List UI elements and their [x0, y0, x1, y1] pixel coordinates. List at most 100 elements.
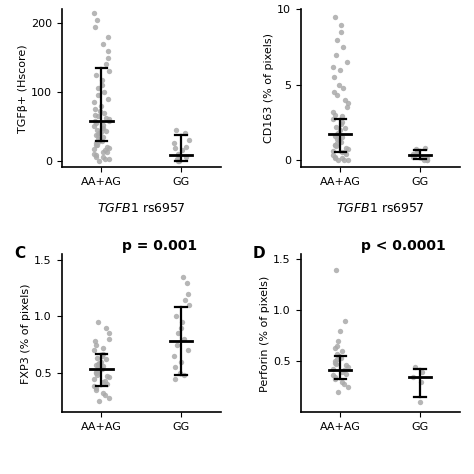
Point — [91, 105, 99, 113]
Point — [99, 40, 107, 47]
Point — [90, 375, 98, 383]
Point — [341, 96, 349, 103]
Point — [171, 375, 178, 383]
Point — [97, 358, 105, 365]
Point — [337, 355, 345, 362]
Point — [342, 144, 349, 152]
Point — [329, 365, 337, 373]
Point — [101, 146, 109, 154]
Point — [178, 319, 186, 326]
Point — [333, 342, 341, 350]
Point — [180, 335, 187, 343]
Point — [92, 131, 100, 139]
Point — [344, 363, 352, 370]
Point — [100, 344, 107, 352]
Point — [100, 109, 108, 116]
Point — [184, 290, 192, 298]
Point — [102, 356, 110, 363]
Point — [336, 81, 343, 89]
Point — [340, 380, 348, 388]
Point — [101, 155, 109, 162]
Point — [175, 151, 182, 159]
Point — [104, 47, 111, 55]
Point — [94, 91, 101, 99]
Point — [329, 63, 337, 71]
Point — [422, 155, 430, 163]
Point — [332, 143, 339, 150]
Point — [170, 352, 177, 360]
Point — [92, 151, 100, 159]
Point — [173, 155, 181, 163]
Point — [91, 23, 99, 30]
Point — [332, 123, 339, 131]
Point — [174, 157, 182, 164]
Point — [172, 145, 179, 152]
Point — [94, 367, 102, 374]
Point — [104, 33, 112, 41]
Point — [338, 347, 346, 355]
Point — [94, 360, 102, 368]
Point — [331, 132, 338, 140]
Point — [331, 13, 339, 21]
Point — [414, 147, 422, 155]
Point — [179, 273, 186, 281]
Point — [338, 118, 346, 126]
Y-axis label: CD163 (% of pixels): CD163 (% of pixels) — [264, 34, 274, 144]
Point — [96, 129, 103, 137]
Point — [182, 143, 190, 151]
Point — [99, 378, 107, 386]
Point — [339, 84, 347, 91]
Point — [92, 384, 100, 392]
Point — [343, 58, 351, 66]
Point — [98, 125, 105, 132]
Point — [178, 146, 185, 154]
Point — [94, 131, 102, 138]
Point — [93, 16, 100, 24]
Point — [412, 146, 420, 153]
Point — [105, 116, 113, 123]
Point — [98, 137, 106, 145]
Point — [336, 137, 343, 144]
Point — [99, 350, 107, 357]
Point — [97, 128, 105, 136]
Point — [91, 337, 98, 345]
Point — [335, 129, 342, 137]
Point — [331, 141, 339, 149]
Point — [104, 95, 112, 102]
Point — [91, 346, 98, 354]
Point — [92, 119, 100, 127]
Point — [342, 362, 349, 369]
Point — [329, 147, 337, 155]
Y-axis label: TGFβ+ (Hscore): TGFβ+ (Hscore) — [18, 44, 28, 133]
Point — [91, 111, 99, 118]
Point — [421, 144, 429, 152]
Point — [92, 71, 100, 79]
Point — [103, 380, 111, 388]
Point — [102, 114, 110, 122]
Point — [93, 126, 100, 134]
Point — [335, 337, 342, 345]
Text: p = 0.001: p = 0.001 — [122, 238, 197, 253]
Point — [105, 374, 113, 381]
Point — [182, 129, 189, 137]
Point — [331, 155, 338, 162]
Point — [340, 156, 348, 164]
Point — [173, 341, 181, 348]
Point — [94, 135, 102, 142]
Point — [105, 335, 112, 343]
Text: $\mathit{TGFB1}$ rs6957: $\mathit{TGFB1}$ rs6957 — [97, 202, 185, 215]
Point — [94, 112, 102, 120]
Point — [411, 152, 419, 159]
Point — [338, 112, 346, 120]
Point — [173, 126, 180, 134]
Point — [178, 324, 185, 331]
Point — [410, 153, 417, 161]
Point — [337, 138, 345, 146]
Point — [97, 136, 104, 144]
Point — [338, 155, 346, 162]
Point — [336, 327, 344, 335]
Point — [105, 329, 113, 337]
Point — [333, 51, 340, 58]
Point — [105, 67, 113, 75]
Text: D: D — [253, 246, 265, 262]
